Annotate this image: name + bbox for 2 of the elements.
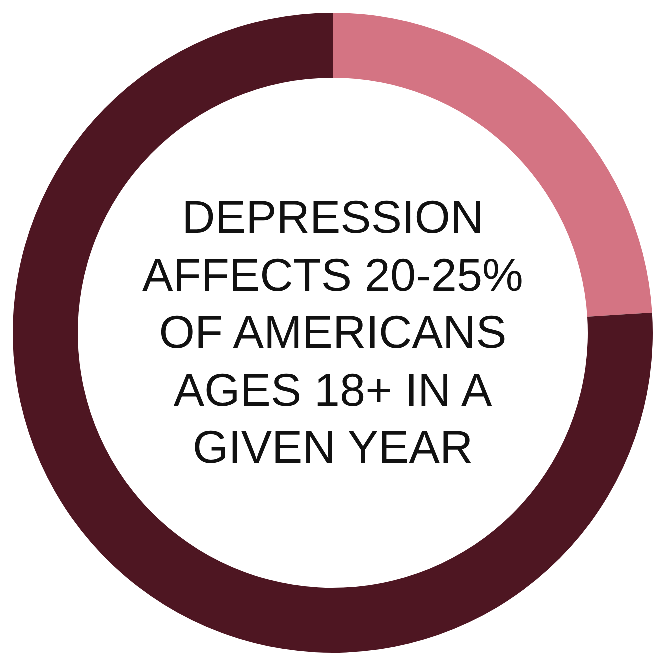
donut-slice [13,13,652,653]
text: DEPRESSION AFFECTS 20-25% OF AMERICANS AGES 18+ IN A GIVEN YEAR [142,190,524,476]
